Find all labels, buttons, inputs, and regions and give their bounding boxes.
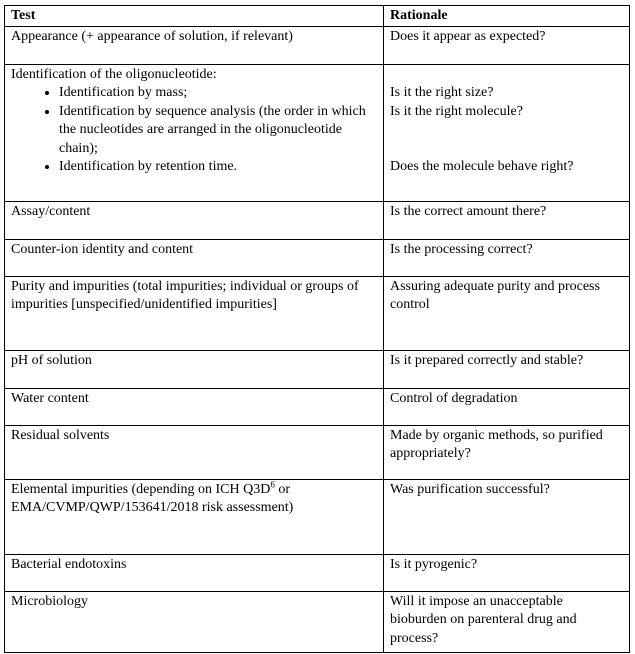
test-cell: Water content: [4, 387, 384, 426]
test-cell: Microbiology: [4, 590, 384, 653]
rationale-cell: Was purification successful?: [383, 478, 630, 555]
rationale-cell: Is the correct amount there?: [383, 200, 630, 240]
footnote-ref: 6: [270, 478, 275, 489]
list-item: Identification by sequence analysis (the…: [59, 103, 377, 159]
rationale-cell: Will it impose an unacceptable bioburden…: [383, 590, 630, 653]
rationale-cell: Is the processing correct?: [383, 238, 630, 277]
test-text: or EMA/CVMP/QWP/153641/2018 risk assessm…: [11, 481, 294, 516]
test-text: Identification of the oligonucleotide:: [11, 66, 217, 82]
table-row: Water content Control of degradation: [4, 387, 630, 426]
list-item: Identification by retention time.: [59, 158, 377, 177]
test-cell: Elemental impurities (depending on ICH Q…: [4, 478, 384, 555]
table-row: Bacterial endotoxins Is it pyrogenic?: [4, 553, 630, 592]
table-row: Identification of the oligonucleotide: I…: [4, 63, 630, 202]
rationale-cell: Is it the right size? Is it the right mo…: [383, 63, 630, 202]
bullet-list: Identification by mass; Identification b…: [11, 84, 377, 177]
rationale-cell: Is it pyrogenic?: [383, 553, 630, 592]
table-row: Purity and impurities (total impurities;…: [4, 275, 630, 351]
rationale-cell: Is it prepared correctly and stable?: [383, 349, 630, 389]
test-cell: pH of solution: [4, 349, 384, 389]
rationale-cell: Control of degradation: [383, 387, 630, 426]
test-cell: Purity and impurities (total impurities;…: [4, 275, 384, 351]
header-test: Test: [4, 5, 384, 27]
test-rationale-table: Test Rationale Appearance (+ appearance …: [4, 5, 630, 653]
header-row: Test Rationale: [4, 5, 630, 27]
rationale-cell: Made by organic methods, so purified app…: [383, 424, 630, 480]
header-rationale: Rationale: [383, 5, 630, 27]
rationale-line: Does the molecule behave right?: [390, 159, 574, 174]
table-row: Counter-ion identity and content Is the …: [4, 238, 630, 277]
test-cell: Bacterial endotoxins: [4, 553, 384, 592]
test-cell: Identification of the oligonucleotide: I…: [4, 63, 384, 202]
table-row: pH of solution Is it prepared correctly …: [4, 349, 630, 389]
table-row: Appearance (+ appearance of solution, if…: [4, 25, 630, 65]
test-cell: Appearance (+ appearance of solution, if…: [4, 25, 384, 65]
table-row: Assay/content Is the correct amount ther…: [4, 200, 630, 240]
rationale-line: Is it the right molecule?: [390, 103, 523, 119]
table-row: Elemental impurities (depending on ICH Q…: [4, 478, 630, 555]
table-row: Residual solvents Made by organic method…: [4, 424, 630, 480]
rationale-cell: Assuring adequate purity and process con…: [383, 275, 630, 351]
table-row: Microbiology Will it impose an unaccepta…: [4, 590, 630, 653]
test-cell: Counter-ion identity and content: [4, 238, 384, 277]
list-item: Identification by mass;: [59, 84, 377, 103]
rationale-line: Is it the right size?: [390, 85, 494, 100]
test-cell: Assay/content: [4, 200, 384, 240]
rationale-cell: Does it appear as expected?: [383, 25, 630, 65]
test-cell: Residual solvents: [4, 424, 384, 480]
test-text: Elemental impurities (depending on ICH Q…: [11, 481, 271, 497]
